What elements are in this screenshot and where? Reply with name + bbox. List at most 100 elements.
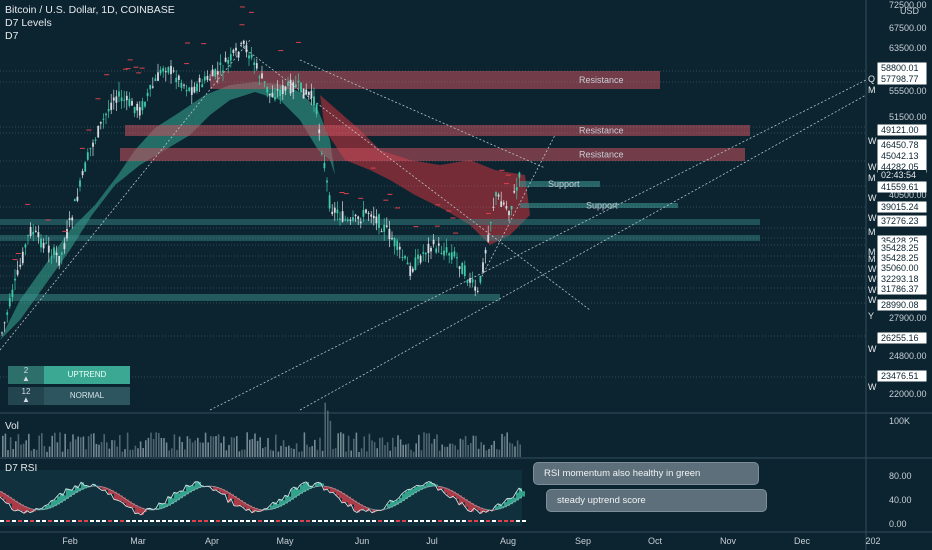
rsi-fill [342,492,345,503]
candle-body [365,209,367,213]
volume-bar [459,438,462,457]
support-zone-label: Support [586,201,618,211]
candle-body [242,40,245,44]
volume-bar [405,444,407,457]
volume-bar [394,446,397,457]
level-marker: W [868,295,877,305]
score-note-callout[interactable]: steady uptrend score [546,489,767,512]
trend-score-dash [180,520,184,522]
candle-body [136,103,139,111]
trend-score-dash [264,520,268,522]
candle-body [456,257,458,259]
rsi-fill [228,492,231,503]
indicator-label-levels[interactable]: D7 Levels [5,17,52,29]
trend-score-dash [276,520,280,522]
volume-bar [337,433,339,457]
volume-bar [480,442,482,457]
volume-bar [246,432,248,457]
volume-bar [438,450,441,457]
price-tag-value: 37276.23 [881,216,919,226]
volume-bar [7,450,9,457]
candle-body [149,85,152,90]
candle-body [435,248,438,253]
candle-body [284,86,287,91]
rsi-fill [288,496,291,502]
candle-body [258,76,261,78]
candle-body [177,75,180,80]
volume-bar [353,438,355,457]
rsi-fill [336,489,339,496]
volume-bar [116,446,118,457]
candle-body [164,71,167,73]
rsi-fill [159,503,162,510]
rsi-fill [180,491,183,499]
candle-body [469,278,471,283]
volume-pane-title[interactable]: Vol [5,421,19,432]
rsi-fill [474,504,477,509]
trend-score-dash [192,520,196,522]
rsi-fill [297,489,300,496]
rsi-fill [246,503,249,511]
rsi-pane-title[interactable]: D7 RSI [5,463,38,474]
candle-body [375,216,378,224]
level-zone [520,203,678,208]
rsi-note-callout[interactable]: RSI momentum also healthy in green [533,462,759,485]
level-marker: W [868,264,877,274]
trend-score-dash [138,520,142,522]
rsi-fill [315,483,318,487]
candle-body [216,71,219,75]
volume-bar [126,432,129,457]
rsi-series [0,481,526,522]
candle-body [300,82,302,92]
volume-bar [72,434,74,457]
price-axis-label: 72500.00 [889,0,927,10]
price-tag: 28990.08 Y [868,299,927,321]
volatility-label: NORMAL [44,387,130,405]
rsi-fill [21,504,24,512]
volume-bar [441,444,443,457]
rsi-fill [414,487,417,494]
candle-body [138,107,141,116]
rsi-fill [504,502,507,508]
price-tag: 37276.23 M [868,215,927,237]
candle-body [515,187,518,191]
rsi-fill [222,489,225,495]
rsi-fill [423,485,426,489]
rsi-fill [6,494,9,503]
trend-score-dash [414,520,418,522]
volume-bar [332,449,334,457]
price-tag-value: 02:43:54 [881,170,916,180]
rsi-fill [165,503,168,508]
volume-bar [238,451,241,457]
rsi-fill [171,498,174,505]
candle-body [73,199,76,202]
rsi-fill [99,486,102,489]
volume-bar [100,441,103,457]
indicator-label-d7[interactable]: D7 [5,30,19,42]
volume-bar [410,449,412,457]
rsi-fill [12,498,15,510]
volume-bar [425,433,428,457]
volume-bar [467,444,469,457]
volume-bar [48,446,51,457]
price-axis-label: 22000.00 [889,389,927,399]
rsi-fill [339,491,342,499]
volume-bar [262,448,264,457]
volume-bar [184,449,186,457]
volume-bar [350,450,352,457]
rsi-fill [363,505,366,510]
candle-body [185,90,188,92]
volume-bar [129,449,131,457]
rsi-fill [105,487,108,491]
candle-body [518,172,521,178]
candle-body [422,252,425,254]
volume-bar [137,448,139,457]
trend-score-dash [156,520,160,522]
candle-body [1,332,3,334]
volume-bar [9,437,12,457]
rsi-fill [120,495,123,502]
rsi-fill [243,501,246,508]
candle-body [396,240,399,250]
candle-body [60,252,63,255]
